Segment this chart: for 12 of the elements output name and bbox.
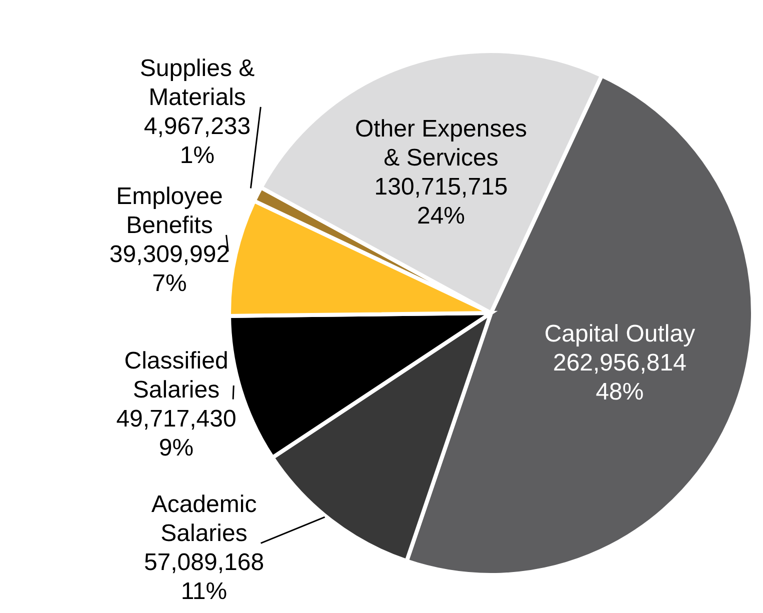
data-label: 39,309,992 7% [109,240,230,297]
slice-label: Employee Benefits [116,182,223,239]
data-label: 57,089,168 11% [144,549,264,606]
data-label: 49,717,430 9% [116,405,236,462]
slice-label: Academic Salaries [151,491,257,548]
data-label: 262,956,814 48% [552,349,686,406]
data-label: 4,967,233 1% [144,112,251,169]
slice-label: Supplies & Materials [140,54,255,111]
slice-label: Capital Outlay [544,320,696,348]
slice-label: Other Expenses & Services [354,115,528,172]
data-label: 130,715,715 24% [374,173,508,230]
slice-label: Classified Salaries [124,347,228,404]
